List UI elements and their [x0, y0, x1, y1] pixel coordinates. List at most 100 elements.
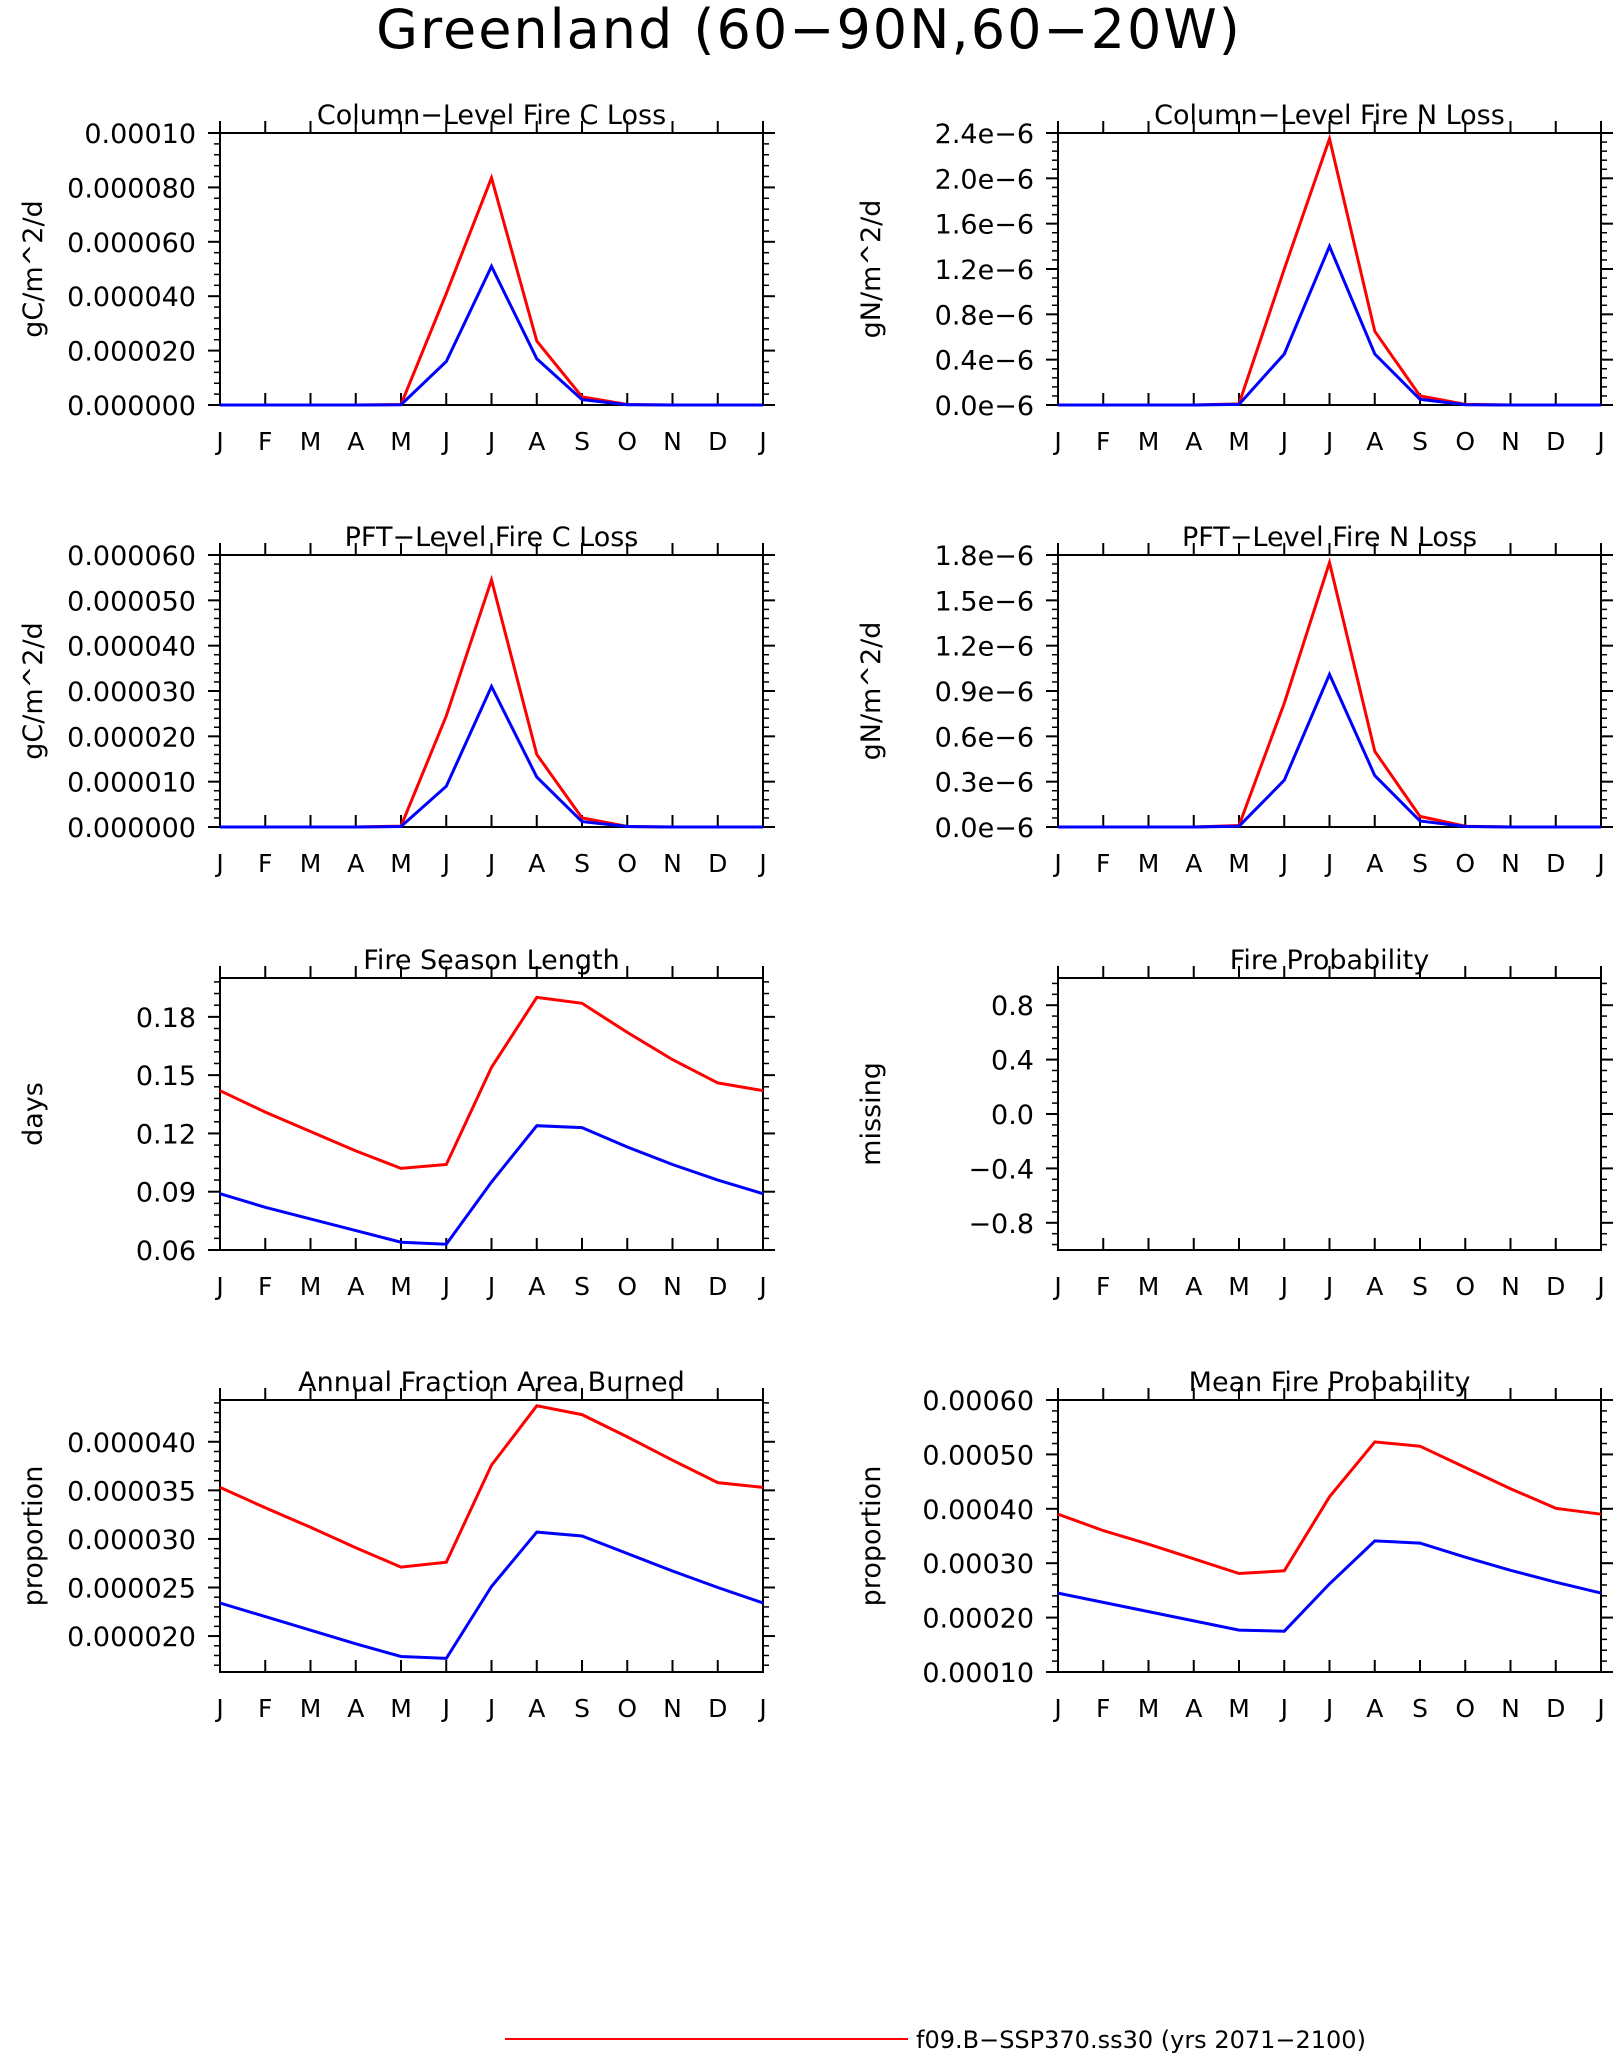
- x-tick-label: J: [1279, 1272, 1288, 1301]
- x-tick-label: J: [757, 1694, 766, 1723]
- y-tick-label: 0.000025: [67, 1573, 196, 1604]
- x-tick-label: A: [528, 427, 545, 456]
- series-line-blue: [1057, 1539, 1602, 1633]
- x-tick-label: M: [390, 427, 412, 456]
- x-tick-label: J: [214, 1272, 223, 1301]
- x-tick-label: J: [757, 849, 766, 878]
- y-tick-label: 0.000050: [67, 586, 196, 617]
- y-tick-label: 0.000020: [67, 722, 196, 753]
- x-tick-label: S: [574, 849, 590, 878]
- y-tick-label: 0.000035: [67, 1476, 196, 1507]
- x-tick-label: F: [258, 1694, 272, 1723]
- x-tick-label: J: [1324, 427, 1333, 456]
- y-tick-label: 0.9e−6: [935, 677, 1034, 708]
- series-line-red: [1057, 1440, 1602, 1576]
- plot-frame: [1057, 977, 1602, 1251]
- x-tick-label: J: [1595, 1272, 1604, 1301]
- x-tick-label: J: [441, 1272, 450, 1301]
- y-tick-label: 0.00040: [922, 1495, 1034, 1526]
- series-line-blue: [220, 683, 763, 829]
- x-tick-label: A: [1185, 1272, 1202, 1301]
- x-tick-label: O: [1455, 1272, 1475, 1301]
- x-tick-label: D: [1546, 1272, 1565, 1301]
- legend: f09.B−SSP370.ss30 (yrs 2071−2100): [505, 2026, 1366, 2054]
- x-tick-label: O: [617, 1272, 637, 1301]
- y-tick-label: 0.000000: [67, 391, 196, 422]
- x-tick-label: J: [1595, 427, 1604, 456]
- x-tick-label: O: [1455, 427, 1475, 456]
- y-tick-label: 0.00020: [922, 1604, 1034, 1635]
- series-line-red: [1058, 557, 1601, 829]
- x-tick-label: J: [1052, 1694, 1061, 1723]
- x-tick-label: N: [663, 427, 682, 456]
- x-tick-label: J: [1052, 427, 1061, 456]
- x-tick-label: M: [300, 1272, 322, 1301]
- x-tick-label: J: [1324, 1272, 1333, 1301]
- x-tick-label: M: [1138, 1272, 1160, 1301]
- x-tick-label: D: [708, 1694, 727, 1723]
- x-tick-label: D: [708, 849, 727, 878]
- x-tick-label: M: [1228, 1694, 1250, 1723]
- series-line-red: [219, 995, 764, 1170]
- y-tick-label: 2.0e−6: [935, 164, 1034, 195]
- x-tick-label: J: [214, 427, 223, 456]
- x-tick-label: A: [1185, 1694, 1202, 1723]
- y-tick-label: 0.000020: [67, 1622, 196, 1653]
- x-tick-label: N: [663, 1694, 682, 1723]
- y-tick-label: −0.4: [968, 1154, 1034, 1185]
- x-tick-label: F: [1096, 1272, 1110, 1301]
- y-tick-label: 1.8e−6: [935, 541, 1034, 572]
- x-tick-label: J: [441, 427, 450, 456]
- x-tick-label: J: [1052, 1272, 1061, 1301]
- x-tick-label: N: [1501, 427, 1520, 456]
- y-tick-label: 0.00050: [922, 1440, 1034, 1471]
- x-tick-label: A: [1185, 849, 1202, 878]
- y-axis-label: gN/m^2/d: [856, 200, 887, 339]
- x-tick-label: O: [1455, 849, 1475, 878]
- x-tick-label: D: [1546, 427, 1565, 456]
- x-tick-label: F: [258, 1272, 272, 1301]
- series-line-blue: [220, 262, 763, 407]
- y-tick-label: 0.00060: [922, 1386, 1034, 1417]
- x-tick-label: S: [1412, 1272, 1428, 1301]
- x-tick-label: D: [1546, 1694, 1565, 1723]
- x-tick-label: J: [1595, 1694, 1604, 1723]
- x-tick-label: J: [1279, 427, 1288, 456]
- y-tick-label: 0.00010: [84, 119, 196, 150]
- x-tick-label: M: [390, 1694, 412, 1723]
- y-tick-label: 0.6e−6: [935, 722, 1034, 753]
- x-tick-label: S: [1412, 849, 1428, 878]
- y-tick-label: 1.5e−6: [935, 586, 1034, 617]
- x-tick-label: J: [486, 849, 495, 878]
- x-tick-label: M: [300, 849, 322, 878]
- x-tick-label: N: [1501, 1272, 1520, 1301]
- y-tick-label: 0.8e−6: [935, 300, 1034, 331]
- x-tick-label: M: [1138, 849, 1160, 878]
- x-tick-label: S: [574, 1272, 590, 1301]
- x-tick-label: F: [1096, 849, 1110, 878]
- x-tick-label: M: [1228, 849, 1250, 878]
- y-tick-label: 1.2e−6: [935, 632, 1034, 663]
- x-tick-label: D: [708, 427, 727, 456]
- y-tick-label: 0.8: [991, 991, 1034, 1022]
- y-tick-label: 0.12: [136, 1119, 196, 1150]
- series-line-red: [220, 173, 763, 407]
- y-tick-label: 0.0: [991, 1100, 1034, 1131]
- x-tick-label: F: [258, 849, 272, 878]
- y-tick-label: 0.06: [136, 1236, 196, 1267]
- plot-frame: [1057, 554, 1602, 828]
- y-tick-label: 0.000060: [67, 228, 196, 259]
- x-tick-label: J: [441, 1694, 450, 1723]
- x-tick-label: F: [1096, 427, 1110, 456]
- x-tick-label: S: [1412, 1694, 1428, 1723]
- x-tick-label: J: [486, 1272, 495, 1301]
- x-tick-label: J: [1279, 849, 1288, 878]
- y-axis-label: proportion: [856, 1466, 887, 1607]
- y-tick-label: 0.00030: [922, 1549, 1034, 1580]
- y-tick-label: 0.000030: [67, 677, 196, 708]
- plot-frame: [219, 1399, 764, 1673]
